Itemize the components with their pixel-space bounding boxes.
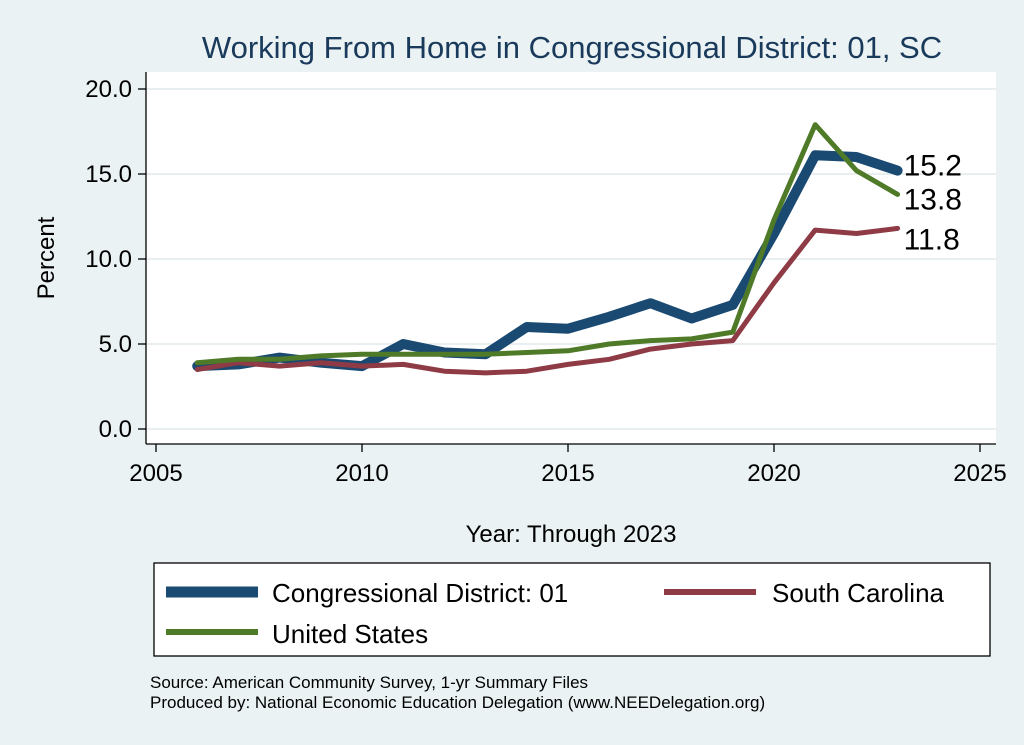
legend-box bbox=[153, 562, 991, 657]
x-tick-label: 2010 bbox=[335, 460, 388, 487]
series-line-united-states bbox=[194, 122, 901, 366]
legend-label-district: Congressional District: 01 bbox=[272, 578, 568, 608]
series-lines bbox=[192, 122, 903, 376]
end-label-district: 15.2 bbox=[904, 150, 962, 183]
x-axis-label: Year: Through 2023 bbox=[466, 521, 677, 548]
series-line-south-carolina bbox=[194, 225, 901, 376]
plot-area bbox=[146, 72, 996, 444]
y-tick-label: 5.0 bbox=[99, 331, 132, 358]
y-tick-label: 20.0 bbox=[85, 76, 132, 103]
y-axis-label: Percent bbox=[33, 216, 60, 299]
chart-title: Working From Home in Congressional Distr… bbox=[202, 30, 942, 65]
grid-lines bbox=[146, 88, 996, 430]
end-labels: 15.2 11.8 13.8 bbox=[904, 150, 962, 257]
producer-note: Produced by: National Economic Education… bbox=[150, 693, 765, 712]
y-tick-labels: 0.0 5.0 10.0 15.0 20.0 bbox=[85, 76, 132, 443]
y-tick-label: 10.0 bbox=[85, 246, 132, 273]
x-tick-label: 2015 bbox=[541, 460, 594, 487]
y-tick-label: 0.0 bbox=[99, 416, 132, 443]
legend-label-south-carolina: South Carolina bbox=[772, 578, 945, 608]
end-label-united-states: 13.8 bbox=[904, 183, 962, 216]
source-note: Source: American Community Survey, 1-yr … bbox=[150, 673, 588, 692]
x-tick-label: 2005 bbox=[129, 460, 182, 487]
x-tick-label: 2020 bbox=[747, 460, 800, 487]
legend: Congressional District: 01 South Carolin… bbox=[153, 562, 991, 657]
x-tick-label: 2025 bbox=[953, 460, 1006, 487]
x-tick-labels: 2005 2010 2015 2020 2025 bbox=[129, 460, 1006, 487]
end-label-south-carolina: 11.8 bbox=[904, 223, 960, 256]
axes bbox=[138, 72, 996, 452]
y-tick-label: 15.0 bbox=[85, 161, 132, 188]
legend-label-united-states: United States bbox=[272, 619, 428, 649]
